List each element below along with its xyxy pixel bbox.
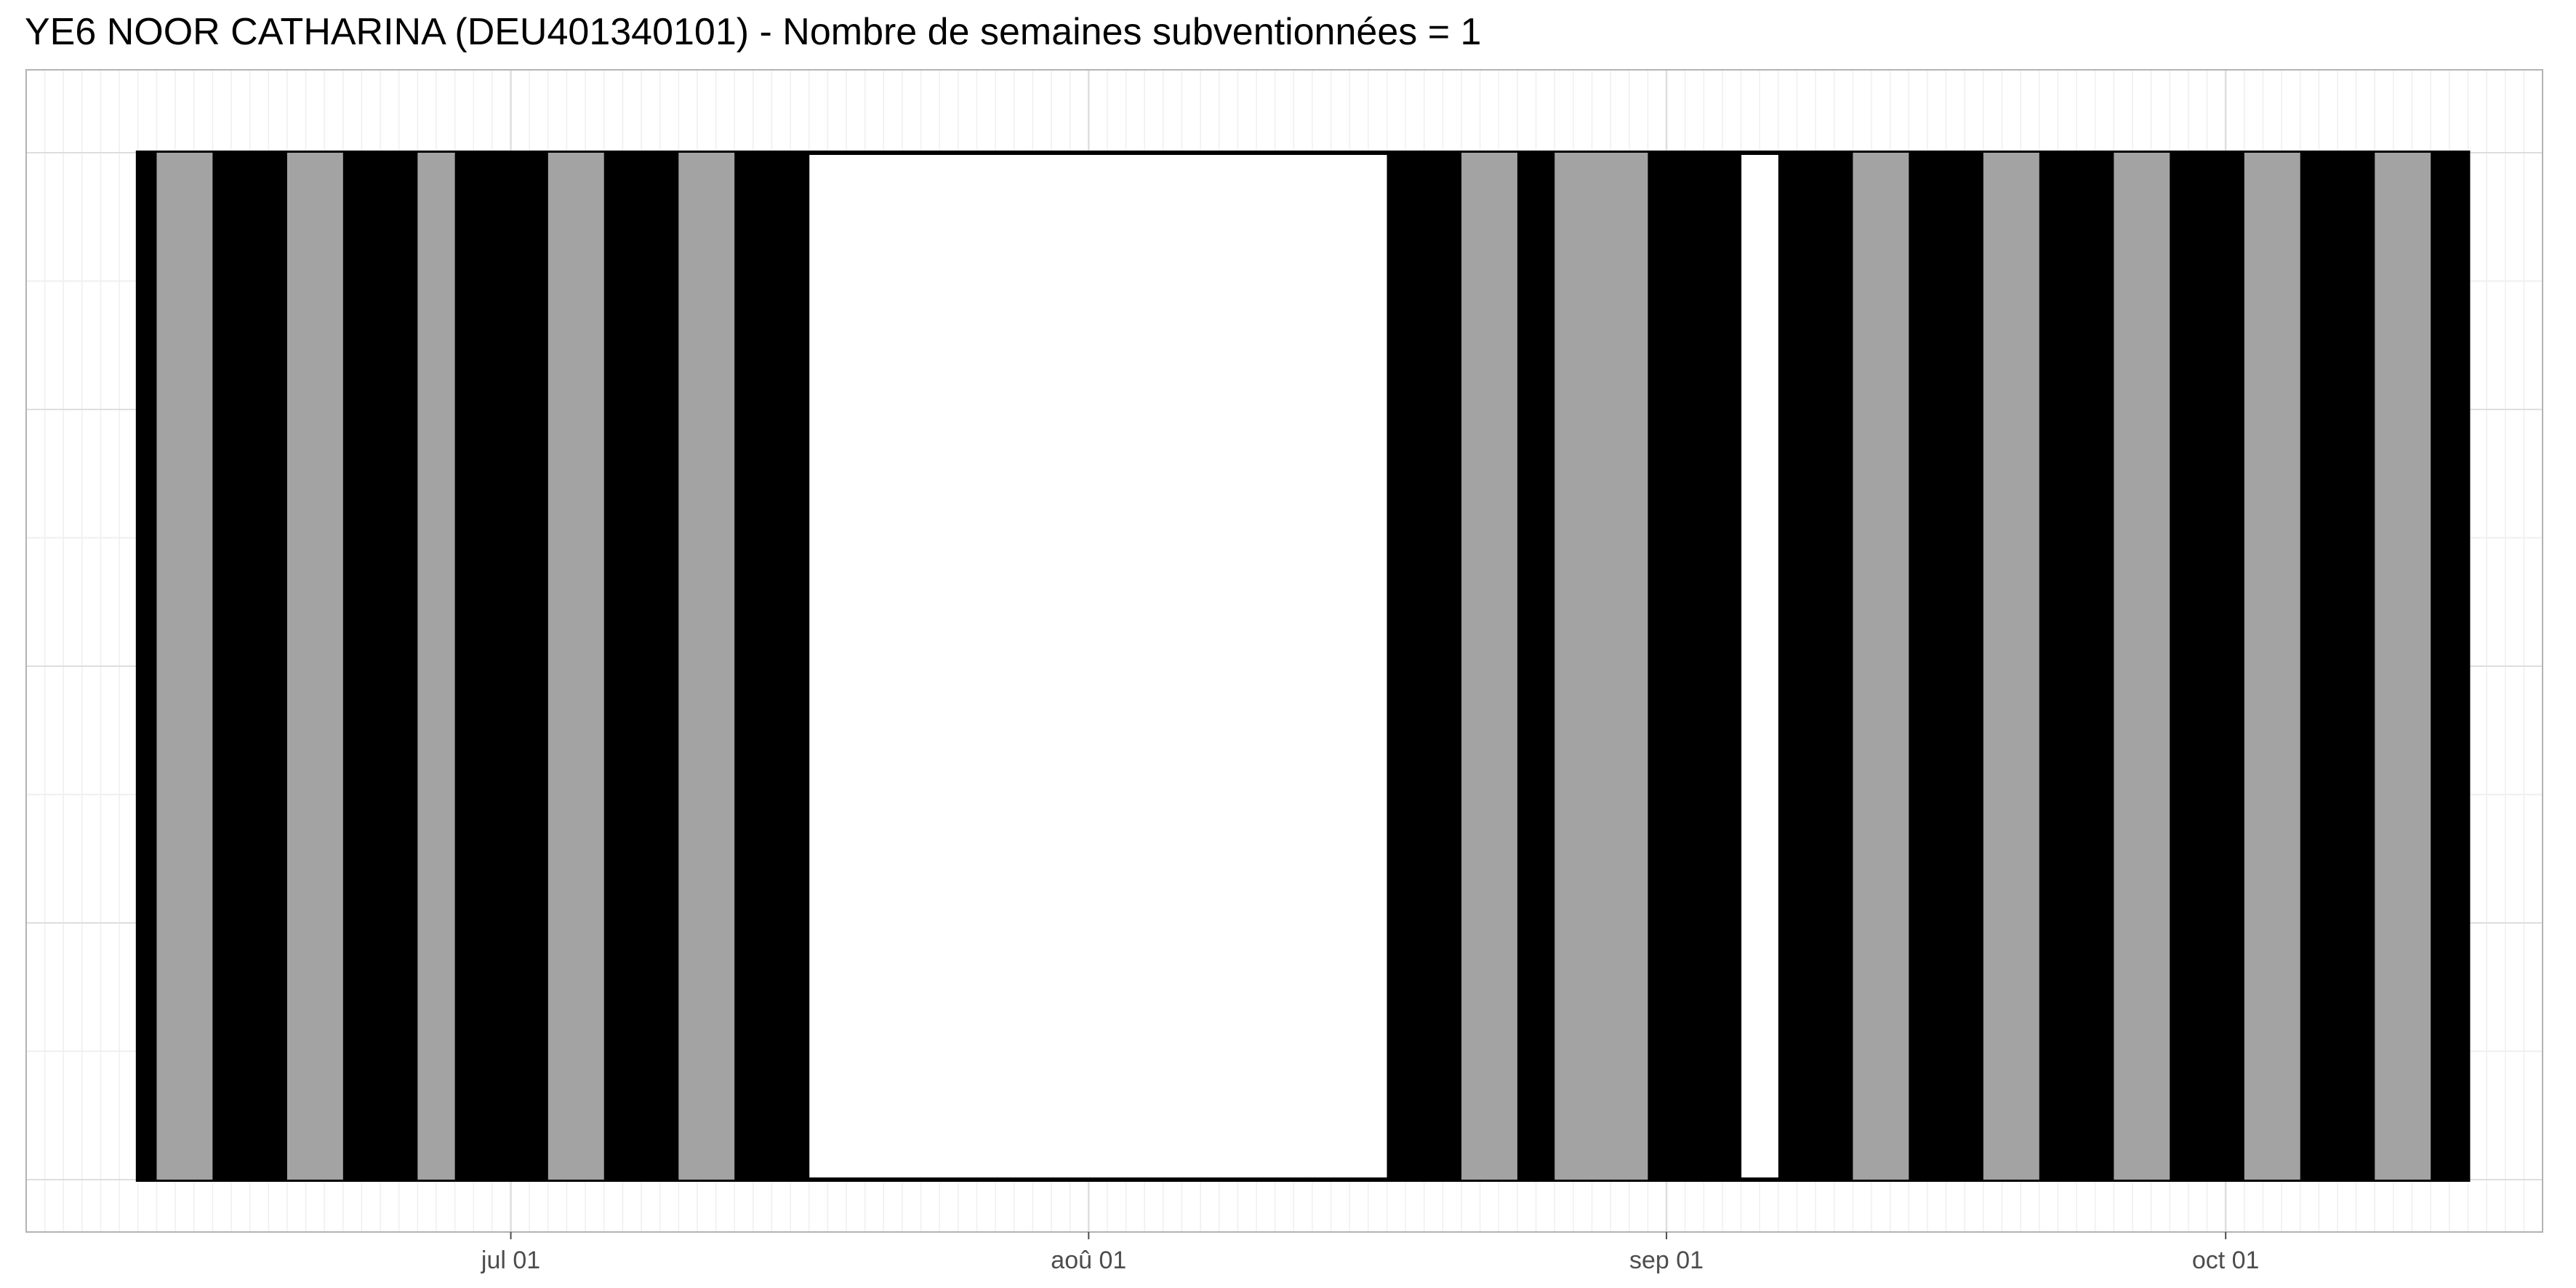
panel-border: [25, 69, 2543, 1233]
timeline-span-black: [1778, 153, 1853, 1180]
x-axis: jul 01 aoû 01 sep 01 oct 01: [481, 1232, 2260, 1274]
x-tick-label: jul 01: [481, 1247, 540, 1274]
timeline-span-grey: [2375, 153, 2431, 1180]
timeline-span-grey: [1461, 153, 1518, 1180]
timeline-span-grey: [286, 153, 344, 1180]
timeline-span-grey: [547, 153, 605, 1180]
timeline-span-black: [603, 153, 679, 1180]
timeline-span-black: [454, 153, 549, 1180]
timeline-span-black: [2170, 153, 2245, 1180]
x-tick-label: sep 01: [1629, 1247, 1704, 1274]
timeline-span-black: [342, 153, 418, 1180]
x-tick-label: oct 01: [2192, 1247, 2260, 1274]
timeline-spans: [137, 153, 2468, 1180]
timeline-span-grey: [417, 153, 456, 1180]
timeline-span-black: [734, 153, 810, 1180]
timeline-span-grey: [156, 153, 213, 1180]
chart-title: YE6 NOOR CATHARINA (DEU401340101) - Nomb…: [25, 11, 1482, 53]
timeline-span-grey: [1983, 153, 2040, 1180]
timeline-span-grey: [2114, 153, 2170, 1180]
x-tick-label: aoû 01: [1051, 1247, 1126, 1274]
timeline-span-black: [2300, 153, 2375, 1180]
timeline-span-black: [2039, 153, 2114, 1180]
timeline-span-black: [1517, 153, 1555, 1180]
timeline-span-grey: [1554, 153, 1648, 1180]
timeline-span-black: [1909, 153, 1984, 1180]
timeline-span-black: [1387, 153, 1462, 1180]
timeline-span-grey: [1853, 153, 1909, 1180]
timeline-span-black: [2431, 153, 2468, 1180]
timeline-span-grey: [678, 153, 735, 1180]
timeline-span-black: [137, 153, 157, 1180]
timeline-span-black: [1648, 153, 1742, 1180]
timeline-span-black: [212, 153, 288, 1180]
timeline-span-grey: [2244, 153, 2301, 1180]
